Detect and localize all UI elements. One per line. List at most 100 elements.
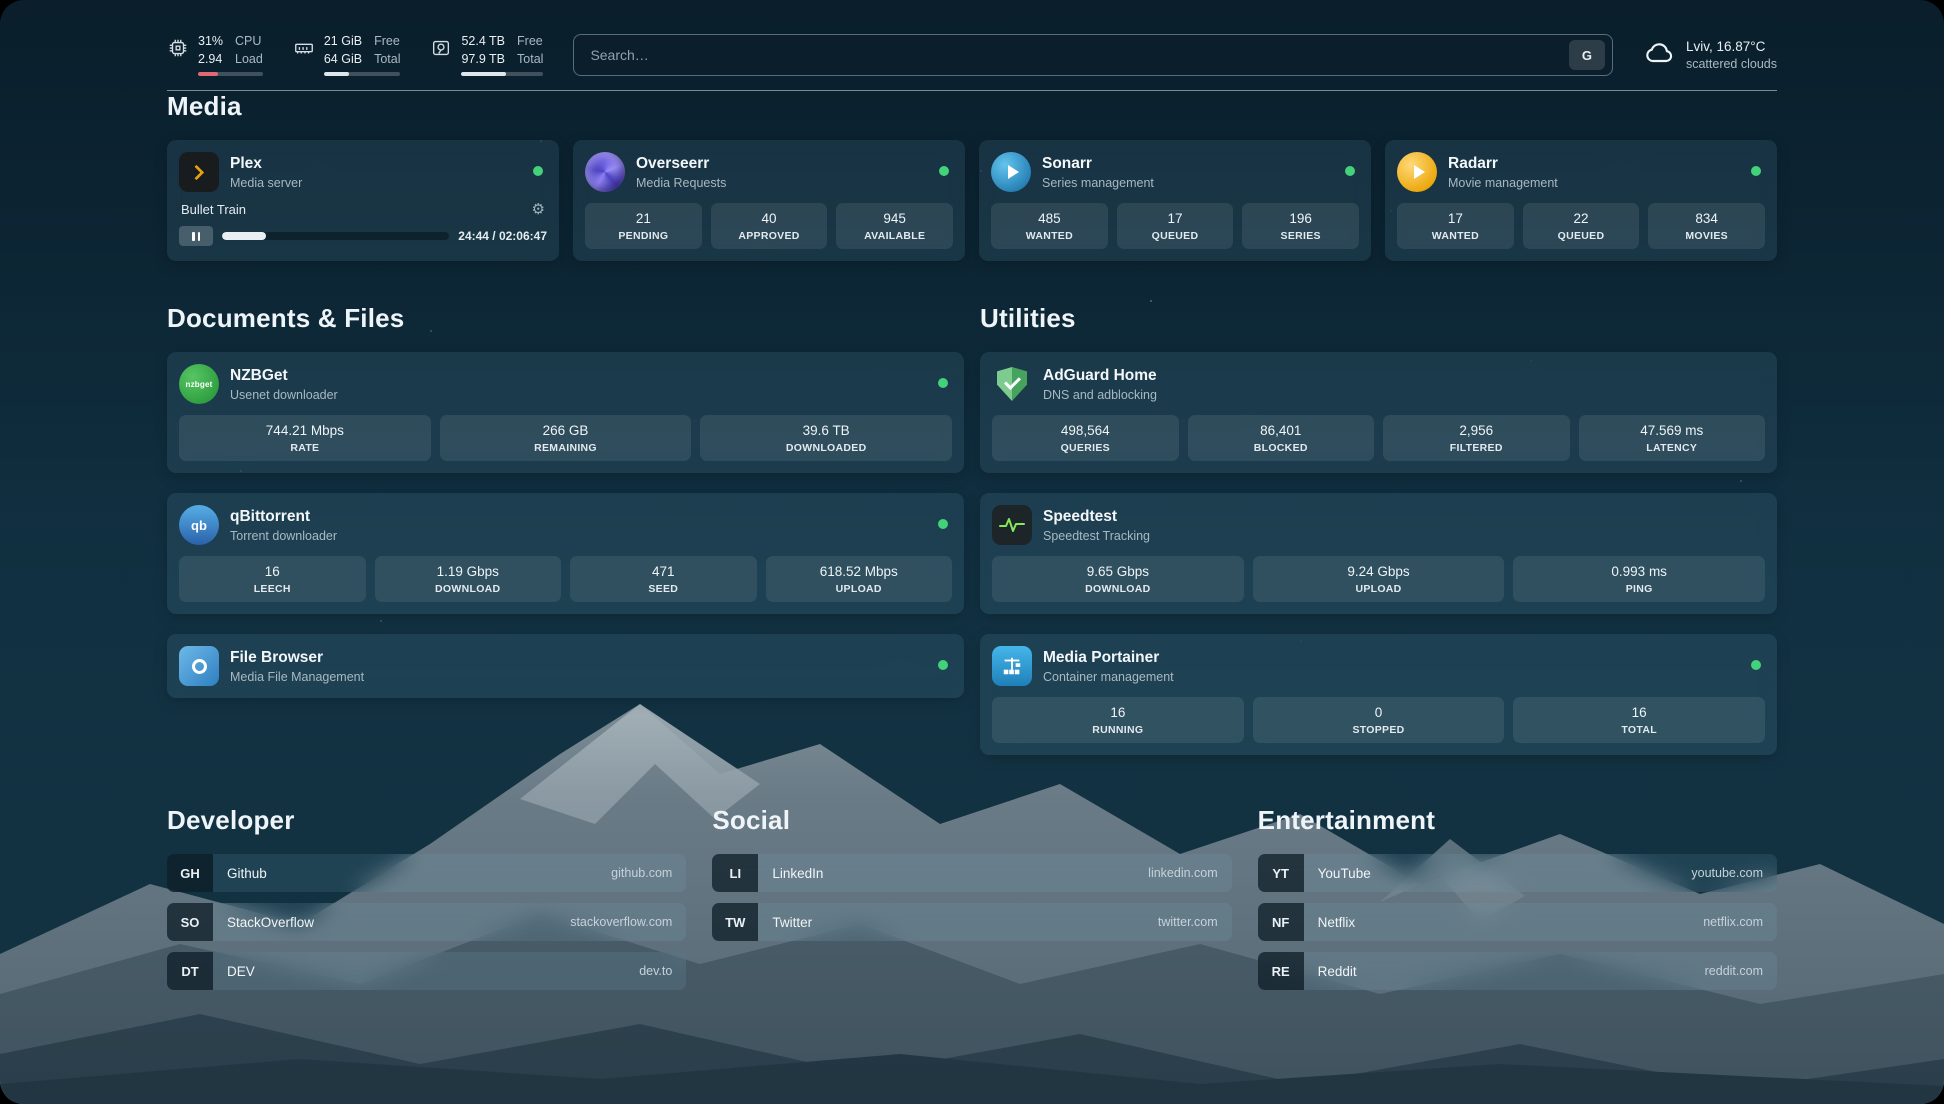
stat-wanted: 485 WANTED [991, 203, 1108, 249]
weather-condition: scattered clouds [1685, 57, 1777, 71]
documents-column: Documents & Files nzbget NZBGet Usenet d… [167, 303, 964, 698]
section-social-heading: Social [712, 805, 791, 835]
nzbget-status-dot [938, 378, 948, 388]
cpu-icon [167, 37, 189, 59]
nzbget-icon: nzbget [179, 364, 219, 404]
adguard-title: AdGuard Home [1043, 366, 1157, 384]
stat-pending: 21 PENDING [585, 203, 702, 249]
now-playing-title: Bullet Train [181, 202, 247, 217]
bookmark-name: DEV [227, 963, 255, 979]
bookmark-reddit[interactable]: RE Reddit reddit.com [1257, 952, 1777, 990]
filebrowser-subtitle: Media File Management [230, 669, 365, 684]
stat-download: 9.65 Gbps DOWNLOAD [992, 556, 1244, 602]
radarr-status-dot [1751, 166, 1761, 176]
memory-total: 64 GiB [323, 51, 363, 66]
cloud-icon [1643, 37, 1675, 74]
nzbget-title: NZBGet [230, 366, 288, 384]
stat-upload: 618.52 Mbps UPLOAD [765, 556, 952, 602]
speedtest-title: Speedtest [1043, 507, 1118, 525]
sonarr-icon [991, 152, 1031, 192]
bookmark-url: netflix.com [1703, 915, 1763, 929]
stat-leech: 16 LEECH [179, 556, 366, 602]
cpu-percent: 31% [198, 34, 224, 49]
stat-queued: 22 QUEUED [1522, 203, 1640, 249]
bookmark-url: twitter.com [1157, 915, 1218, 929]
card-nzbget[interactable]: nzbget NZBGet Usenet downloader 744.21 M… [167, 352, 964, 473]
card-filebrowser[interactable]: File Browser Media File Management [167, 634, 964, 698]
bookmark-abbr: DT [167, 952, 213, 990]
stat-wanted: 17 WANTED [1397, 203, 1514, 249]
section-documents-heading: Documents & Files [167, 303, 405, 333]
disk-free-label: Free [517, 34, 543, 49]
search-bar[interactable]: G [573, 34, 1613, 76]
bookmark-netflix[interactable]: NF Netflix netflix.com [1257, 903, 1777, 941]
bookmark-abbr: NF [1257, 903, 1304, 941]
disk-meter [461, 71, 544, 76]
bookmark-url: youtube.com [1691, 866, 1763, 880]
bookmark-linkedin[interactable]: LI LinkedIn linkedin.com [712, 854, 1232, 892]
card-qbittorrent[interactable]: qb qBittorrent Torrent downloader 16 LEEC… [167, 493, 964, 614]
qbittorrent-status-dot [938, 519, 948, 529]
memory-free-label: Free [374, 34, 400, 49]
bookmark-dev[interactable]: DT DEV dev.to [167, 952, 687, 990]
bookmark-name: YouTube [1317, 865, 1371, 881]
bookmark-github[interactable]: GH Github github.com [167, 854, 687, 892]
stat-total: 16 TOTAL [1513, 697, 1766, 743]
disk-icon [430, 37, 452, 59]
qbittorrent-subtitle: Torrent downloader [230, 528, 338, 543]
bookmark-abbr: YT [1257, 854, 1304, 892]
disk-widget: 52.4 TB 97.9 TB Free Total [430, 34, 544, 76]
card-adguard[interactable]: AdGuard Home DNS and adblocking 498,564 Q… [980, 352, 1777, 473]
cpu-label: CPU [235, 34, 262, 49]
bookmarks-social: Social LI LinkedIn linkedin.com TW Twitt… [712, 805, 1232, 1001]
bookmark-youtube[interactable]: YT YouTube youtube.com [1257, 854, 1777, 892]
memory-free: 21 GiB [323, 34, 363, 49]
stat-latency: 47.569 ms LATENCY [1578, 415, 1765, 461]
plex-status-dot [533, 166, 543, 176]
card-sonarr[interactable]: Sonarr Series management 485 WANTED 17 QUE… [979, 140, 1371, 261]
bookmark-stackoverflow[interactable]: SO StackOverflow stackoverflow.com [167, 903, 687, 941]
status-bar: 31% 2.94 CPU Load [167, 34, 1777, 76]
card-radarr[interactable]: Radarr Movie management 17 WANTED 22 QUEUE… [1385, 140, 1777, 261]
disk-free: 52.4 TB [461, 34, 506, 49]
stat-running: 16 RUNNING [992, 697, 1244, 743]
card-overseerr[interactable]: Overseerr Media Requests 21 PENDING 40 APP… [573, 140, 965, 261]
card-speedtest[interactable]: Speedtest Speedtest Tracking 9.65 Gbps DO… [980, 493, 1777, 614]
bookmark-name: Twitter [772, 914, 813, 930]
stat-movies: 834 MOVIES [1648, 203, 1766, 249]
bookmark-url: github.com [611, 866, 673, 880]
filebrowser-title: File Browser [230, 648, 324, 666]
stat-queued: 17 QUEUED [1116, 203, 1234, 249]
stat-downloaded: 39.6 TB DOWNLOADED [700, 415, 953, 461]
weather-location: Lviv, 16.87°C [1685, 39, 1766, 54]
media-grid: Plex Media server Bullet Train ⚙ 24:44 /… [167, 140, 1777, 261]
overseerr-subtitle: Media Requests [636, 175, 727, 190]
search-input[interactable] [588, 46, 1561, 64]
bookmark-url: reddit.com [1704, 964, 1763, 978]
adguard-icon [992, 364, 1032, 404]
bookmark-abbr: GH [167, 854, 213, 892]
qbittorrent-icon: qb [179, 505, 219, 545]
memory-total-label: Total [374, 51, 401, 66]
stat-available: 945 AVAILABLE [836, 203, 954, 249]
playback-progress-bar[interactable] [222, 232, 450, 240]
stat-download: 1.19 Gbps DOWNLOAD [374, 556, 561, 602]
filebrowser-status-dot [938, 660, 948, 670]
pause-button[interactable] [179, 226, 213, 246]
cpu-widget: 31% 2.94 CPU Load [167, 34, 263, 76]
bookmark-twitter[interactable]: TW Twitter twitter.com [712, 903, 1232, 941]
overseerr-icon [585, 152, 625, 192]
search-provider-button[interactable]: G [1568, 40, 1605, 70]
gear-icon[interactable]: ⚙ [531, 201, 545, 218]
stat-ping: 0.993 ms PING [1513, 556, 1766, 602]
bookmark-name: Github [227, 865, 267, 881]
card-portainer[interactable]: Media Portainer Container management 16 R… [980, 634, 1777, 755]
stat-blocked: 86,401 BLOCKED [1187, 415, 1374, 461]
utilities-column: Utilities AdGuard Home DNS and adblockin… [980, 303, 1777, 755]
cpu-meter [198, 71, 263, 76]
section-developer-heading: Developer [167, 805, 295, 835]
qbittorrent-title: qBittorrent [230, 507, 311, 525]
bookmark-url: dev.to [639, 964, 673, 978]
card-plex[interactable]: Plex Media server Bullet Train ⚙ 24:44 /… [167, 140, 559, 261]
